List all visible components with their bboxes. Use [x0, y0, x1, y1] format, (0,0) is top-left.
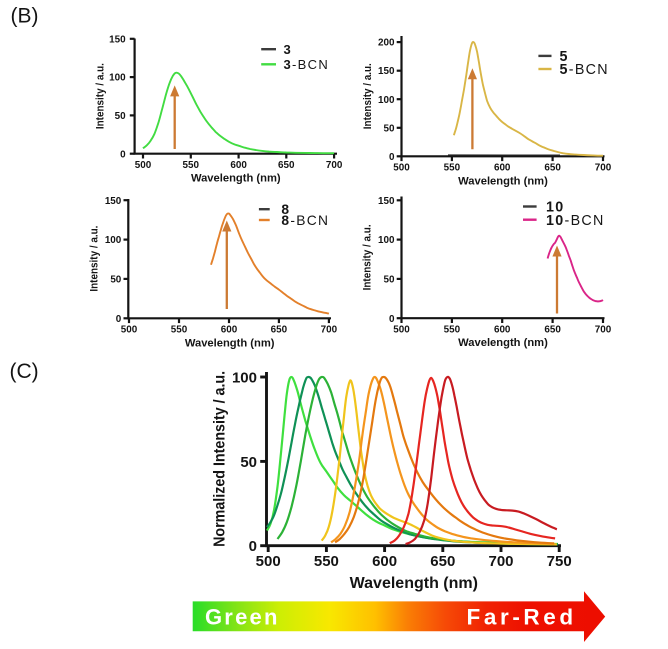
- svg-text:150: 150: [109, 34, 126, 45]
- svg-text:100: 100: [109, 73, 126, 84]
- svg-text:550: 550: [183, 160, 200, 171]
- svg-text:600: 600: [494, 324, 511, 335]
- svg-text:500: 500: [393, 163, 410, 174]
- svg-text:5-BCN: 5-BCN: [560, 62, 609, 78]
- svg-text:700: 700: [595, 324, 612, 335]
- svg-text:650: 650: [430, 553, 455, 570]
- svg-text:550: 550: [444, 163, 461, 174]
- svg-text:Wavelength (nm): Wavelength (nm): [191, 173, 281, 185]
- svg-text:600: 600: [494, 163, 511, 174]
- svg-text:8: 8: [281, 202, 290, 217]
- svg-text:Intensity / a.u.: Intensity / a.u.: [362, 224, 374, 290]
- svg-text:550: 550: [314, 553, 339, 570]
- svg-text:100: 100: [378, 95, 395, 106]
- svg-text:50: 50: [115, 111, 126, 122]
- svg-text:50: 50: [384, 275, 395, 286]
- svg-text:10: 10: [546, 200, 565, 216]
- svg-text:3-BCN: 3-BCN: [284, 57, 330, 72]
- svg-text:200: 200: [378, 38, 395, 49]
- svg-text:Green: Green: [205, 604, 280, 629]
- svg-text:550: 550: [171, 325, 188, 336]
- svg-text:Wavelength (nm): Wavelength (nm): [185, 337, 275, 349]
- svg-text:650: 650: [544, 324, 561, 335]
- svg-text:0: 0: [389, 314, 395, 325]
- svg-text:100: 100: [232, 369, 257, 386]
- svg-text:0: 0: [389, 152, 395, 163]
- svg-text:0: 0: [120, 149, 126, 160]
- svg-text:700: 700: [488, 553, 513, 570]
- svg-text:Wavelength (nm): Wavelength (nm): [458, 337, 548, 349]
- svg-text:500: 500: [121, 325, 138, 336]
- svg-text:50: 50: [384, 123, 395, 134]
- svg-text:Far-Red: Far-Red: [467, 605, 577, 630]
- svg-text:Wavelength (nm): Wavelength (nm): [458, 175, 548, 187]
- svg-text:8-BCN: 8-BCN: [281, 213, 329, 228]
- svg-text:3: 3: [284, 42, 293, 57]
- svg-text:100: 100: [105, 235, 122, 246]
- svg-text:Intensity / a.u.: Intensity / a.u.: [94, 63, 106, 129]
- svg-text:500: 500: [256, 553, 281, 570]
- svg-text:700: 700: [321, 325, 338, 336]
- svg-text:650: 650: [544, 163, 561, 174]
- svg-text:700: 700: [595, 163, 612, 174]
- svg-text:5: 5: [560, 49, 569, 65]
- svg-text:0: 0: [116, 314, 122, 325]
- svg-text:600: 600: [372, 553, 397, 570]
- svg-text:650: 650: [271, 325, 288, 336]
- svg-text:(B): (B): [11, 5, 39, 28]
- svg-text:150: 150: [378, 196, 395, 207]
- svg-text:600: 600: [221, 325, 238, 336]
- svg-text:50: 50: [110, 275, 121, 286]
- svg-text:500: 500: [135, 160, 152, 171]
- svg-text:Intensity / a.u.: Intensity / a.u.: [362, 63, 374, 129]
- svg-text:100: 100: [378, 235, 395, 246]
- svg-text:0: 0: [249, 538, 257, 555]
- svg-text:550: 550: [444, 324, 461, 335]
- svg-text:600: 600: [230, 160, 247, 171]
- svg-text:650: 650: [278, 160, 295, 171]
- svg-text:700: 700: [326, 160, 343, 171]
- svg-text:(C): (C): [10, 360, 39, 383]
- svg-text:150: 150: [105, 196, 122, 207]
- svg-text:50: 50: [240, 454, 257, 471]
- svg-text:Intensity / a.u.: Intensity / a.u.: [88, 226, 100, 292]
- svg-text:Normalized Intensity / a.u.: Normalized Intensity / a.u.: [212, 371, 229, 547]
- svg-text:150: 150: [378, 66, 395, 77]
- svg-text:500: 500: [393, 324, 410, 335]
- svg-text:10-BCN: 10-BCN: [546, 213, 605, 229]
- svg-text:750: 750: [547, 553, 572, 570]
- svg-text:Wavelength (nm): Wavelength (nm): [350, 575, 478, 592]
